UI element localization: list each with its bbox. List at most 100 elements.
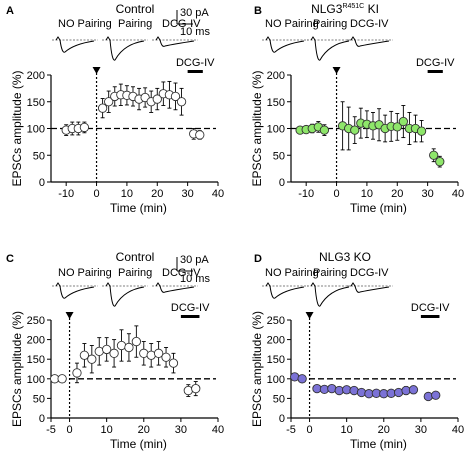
data-point <box>87 354 97 364</box>
condition-label: Pairing <box>313 267 347 279</box>
condition-label: NO Pairing <box>265 18 319 30</box>
data-point <box>398 116 408 127</box>
y-tick-label: 0 <box>279 413 285 425</box>
x-tick-label: 20 <box>391 188 403 200</box>
x-tick-label: 30 <box>182 188 194 200</box>
title-superscript: R451C <box>342 3 364 10</box>
panel-label: D <box>254 253 262 265</box>
data-point <box>152 94 162 104</box>
x-tick-label: 20 <box>138 424 150 436</box>
y-tick-label: 200 <box>267 70 285 82</box>
x-tick-label: 40 <box>212 424 224 436</box>
x-tick-label: 40 <box>212 188 224 200</box>
x-tick-label: 0 <box>66 424 72 436</box>
y-tick-label: 200 <box>267 335 285 347</box>
x-tick-label: 10 <box>361 188 373 200</box>
y-tick-label: 200 <box>27 70 45 82</box>
panel-a: A Control NO Pairing Pairing DCG-IV 30 pA 10 m… <box>6 2 224 215</box>
drug-label: DCG-IV <box>176 57 215 69</box>
data-point <box>161 352 171 362</box>
epsc-trace <box>310 36 350 61</box>
x-tick-label: 10 <box>101 424 113 436</box>
y-tick-label: 250 <box>27 315 45 327</box>
drug-label: DCG-IV <box>171 302 210 314</box>
epsc-trace <box>55 282 95 299</box>
x-tick-label: 0 <box>306 424 312 436</box>
condition-label: DCG-IV <box>350 18 389 30</box>
y-axis-label: EPSCs amplitude (%) <box>250 311 264 427</box>
pairing-arrow <box>332 67 341 74</box>
epsc-trace <box>55 36 95 53</box>
panel-label: B <box>254 5 262 17</box>
drug-label: DCG-IV <box>416 57 455 69</box>
data-point <box>176 97 187 107</box>
data-point <box>195 130 205 140</box>
x-tick-label: -5 <box>286 424 296 436</box>
data-point <box>57 374 67 384</box>
panel-label: C <box>6 253 14 265</box>
y-axis-label: EPSCs amplitude (%) <box>250 70 264 186</box>
pairing-arrow <box>65 312 74 319</box>
epsc-trace <box>105 36 145 61</box>
data-point <box>431 390 441 400</box>
condition-label: Pairing <box>118 18 152 30</box>
x-tick-label: 10 <box>121 188 133 200</box>
x-tick-label: -10 <box>298 188 314 200</box>
data-point <box>79 122 90 133</box>
y-tick-label: 150 <box>267 354 285 366</box>
data-point <box>168 358 179 368</box>
drug-bar <box>187 70 203 73</box>
title-main: NLG3 KO <box>319 250 371 264</box>
condition-label: Pairing <box>118 267 152 279</box>
data-point <box>297 374 307 384</box>
y-axis-label: EPSCs amplitude (%) <box>10 311 24 427</box>
y-tick-label: 100 <box>27 124 45 136</box>
condition-label: NO Pairing <box>265 267 319 279</box>
x-tick-label: 0 <box>333 188 339 200</box>
x-tick-label: 40 <box>452 188 464 200</box>
condition-label: NO Pairing <box>58 267 112 279</box>
y-tick-label: 250 <box>267 315 285 327</box>
scale-bar-y-label: 30 pA <box>180 7 209 19</box>
data-point <box>392 122 402 132</box>
x-tick-label: 40 <box>452 424 464 436</box>
data-point <box>124 342 134 353</box>
condition-label: DCG-IV <box>162 267 201 279</box>
y-tick-label: 0 <box>39 413 45 425</box>
panel-title: Control <box>116 250 155 264</box>
epsc-trace <box>155 282 195 293</box>
x-axis-label: Time (min) <box>110 201 167 215</box>
panel-title: Control <box>116 2 155 16</box>
x-tick-label: 30 <box>175 424 187 436</box>
x-tick-label: 30 <box>415 424 427 436</box>
scale-bar-y-label: 30 pA <box>180 254 209 266</box>
x-tick-label: 10 <box>341 424 353 436</box>
data-point <box>102 344 112 355</box>
x-tick-label: 20 <box>151 188 163 200</box>
data-point <box>170 91 181 102</box>
epsc-trace <box>310 282 350 307</box>
data-point <box>131 336 142 347</box>
epsc-trace <box>105 282 145 307</box>
title-main: Control <box>116 2 155 16</box>
y-tick-label: 50 <box>273 150 285 162</box>
y-tick-label: 150 <box>267 97 285 109</box>
x-tick-label: -10 <box>58 188 74 200</box>
data-point <box>408 385 419 395</box>
y-tick-label: 150 <box>27 354 45 366</box>
pairing-arrow <box>92 67 101 74</box>
data-point <box>153 348 164 358</box>
condition-label: Pairing <box>313 18 347 30</box>
x-tick-label: -5 <box>46 424 56 436</box>
data-point <box>350 125 360 135</box>
pairing-arrow <box>305 312 314 319</box>
y-tick-label: 150 <box>27 97 45 109</box>
data-point <box>72 368 82 378</box>
drug-bar <box>427 70 443 73</box>
epsc-trace <box>265 36 305 53</box>
drug-label: DCG-IV <box>411 302 450 314</box>
x-axis-label: Time (min) <box>350 201 407 215</box>
